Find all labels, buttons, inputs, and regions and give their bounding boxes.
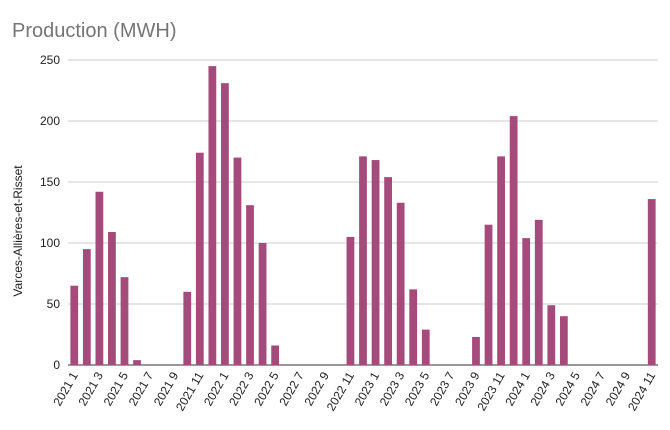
- bar: [233, 157, 242, 365]
- bar: [208, 66, 217, 365]
- bar: [371, 160, 380, 365]
- bar: [396, 202, 405, 365]
- bar: [195, 152, 204, 365]
- bar: [509, 116, 518, 366]
- bar: [472, 336, 480, 365]
- bar: [484, 224, 493, 365]
- y-tick-label: 50: [47, 297, 61, 311]
- bar: [497, 156, 505, 365]
- bar: [522, 238, 531, 365]
- bar: [647, 199, 656, 365]
- bar: [359, 156, 367, 365]
- bar: [421, 329, 430, 365]
- bar: [246, 205, 254, 365]
- bar: [559, 316, 568, 365]
- bar: [547, 305, 556, 365]
- y-tick-label: 250: [40, 53, 60, 67]
- bar: [384, 177, 392, 365]
- bar: [346, 236, 355, 365]
- bars: [70, 66, 656, 366]
- y-tick-label: 0: [53, 358, 60, 372]
- bar: [258, 243, 267, 365]
- y-axis-label: Varces-Allières-et-Risset: [11, 165, 25, 297]
- bar: [221, 83, 229, 366]
- bar: [534, 219, 543, 365]
- y-axis-ticks: 0 50 100 150 200 250: [40, 53, 60, 372]
- bar: [133, 360, 141, 365]
- bar: [183, 291, 192, 365]
- bar: [70, 285, 79, 365]
- bar: [95, 191, 104, 365]
- bar: [120, 277, 129, 365]
- bar: [409, 289, 418, 365]
- bar: [271, 345, 280, 365]
- y-tick-label: 100: [40, 236, 60, 250]
- y-tick-label: 200: [40, 114, 60, 128]
- chart-title: Production (MWH): [12, 20, 176, 42]
- y-tick-label: 150: [40, 175, 60, 189]
- bar: [82, 249, 91, 365]
- bar: [108, 232, 116, 365]
